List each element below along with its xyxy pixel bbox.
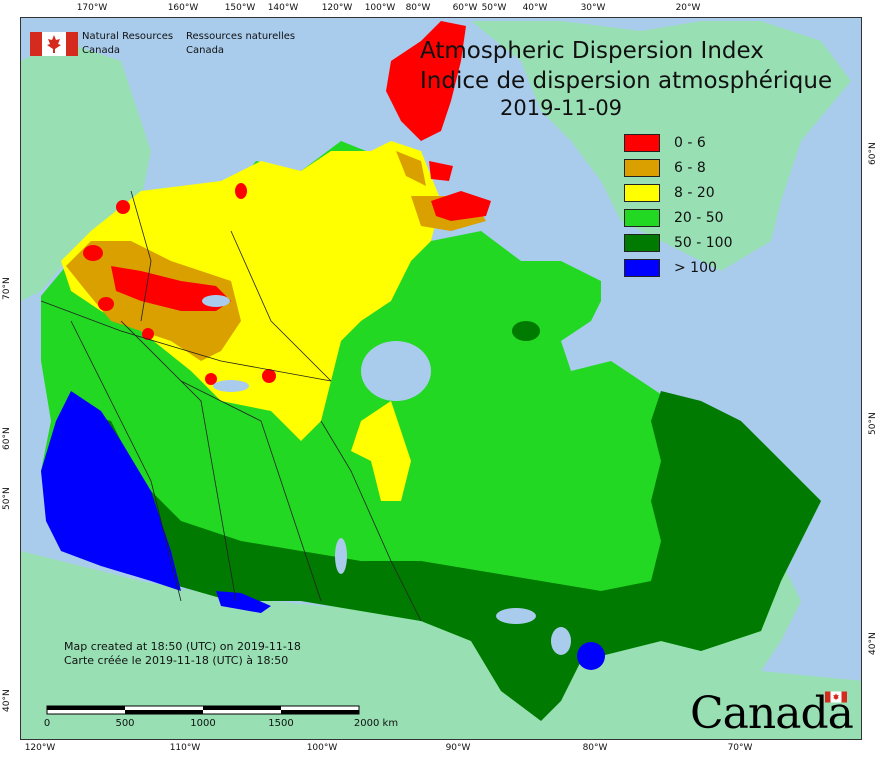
wordmark-flag-icon — [825, 691, 847, 703]
scale-label: 1000 — [190, 718, 216, 729]
tick-top-170w: 170°W — [76, 3, 108, 13]
greenland-land — [471, 21, 851, 271]
zone-0-6-ellesmere — [386, 21, 466, 141]
boundary-sk-mb — [180, 380, 322, 602]
title-english: Atmospheric Dispersion Index — [420, 38, 764, 64]
map-canvas — [20, 17, 862, 740]
tick-top-140w: 140°W — [267, 3, 299, 13]
legend-label: 20 - 50 — [674, 210, 724, 226]
scale-label: 500 — [115, 718, 135, 729]
scale-bar: 0 500 1000 1500 2000 km — [43, 704, 398, 734]
zone-0-6-a — [83, 245, 103, 261]
tick-right-40n: 40°N — [868, 632, 878, 655]
tick-top-80w: 80°W — [405, 3, 431, 13]
zone-0-6-baffin — [431, 191, 491, 221]
zone-50-100-patch-north — [512, 321, 540, 341]
canada-zone-gt100-ontario — [577, 642, 605, 670]
tick-top-120w: 120°W — [321, 3, 353, 13]
tick-bottom-90w: 90°W — [445, 743, 471, 753]
agency-name-en-line2: Canada — [82, 45, 121, 56]
zone-0-6-baffin-north — [429, 161, 453, 181]
legend-label: 8 - 20 — [674, 185, 715, 201]
zone-0-6-e — [205, 373, 217, 385]
zone-6-8-baffin — [396, 151, 426, 186]
tick-right-50n: 50°N — [868, 412, 878, 435]
legend-swatch — [624, 184, 660, 202]
lake-great-bear — [213, 380, 249, 392]
zone-0-6-c — [98, 297, 114, 311]
legend-swatch — [624, 259, 660, 277]
boundary-bc-ab — [70, 320, 182, 602]
scale-bar-graphic — [46, 705, 360, 715]
legend-label: 6 - 8 — [674, 160, 706, 176]
lake-great-slave — [202, 295, 230, 307]
zone-0-6-b — [116, 200, 130, 214]
legend-swatch — [624, 234, 660, 252]
canada-zone-50-100-south — [71, 391, 821, 721]
zone-0-6-d — [142, 328, 154, 340]
boundary-yt-nt — [130, 190, 152, 322]
lake-huron — [551, 627, 571, 655]
canada-zone-gt100-south — [216, 591, 271, 613]
tick-left-60n: 60°N — [2, 427, 12, 450]
boundary-60n — [40, 300, 332, 382]
tick-bottom-100w: 100°W — [306, 743, 338, 753]
canada-zone-gt100-west — [41, 391, 181, 591]
tick-bottom-80w: 80°W — [582, 743, 608, 753]
tick-left-40n: 40°N — [2, 689, 12, 712]
legend-label: 50 - 100 — [674, 235, 733, 251]
tick-top-40w: 40°W — [522, 3, 548, 13]
zone-0-6-g — [235, 183, 247, 199]
scale-label: 0 — [43, 718, 51, 729]
tick-top-20w: 20°W — [675, 3, 701, 13]
legend-swatch — [624, 134, 660, 152]
tick-top-100w: 100°W — [364, 3, 396, 13]
alaska-land — [21, 41, 151, 301]
tick-top-60w: 60°W — [452, 3, 478, 13]
title-french: Indice de dispersion atmosphérique — [420, 68, 833, 94]
tick-left-70n: 70°N — [2, 277, 12, 300]
scale-label: 1500 — [268, 718, 294, 729]
tick-top-50w: 50°W — [481, 3, 507, 13]
tick-top-150w: 150°W — [224, 3, 256, 13]
tick-bottom-70w: 70°W — [727, 743, 753, 753]
province-boundaries — [40, 190, 422, 622]
legend-label: > 100 — [674, 260, 717, 276]
tick-bottom-120w: 120°W — [24, 743, 56, 753]
lake-winnipeg — [335, 538, 347, 574]
canada-flag-icon — [30, 32, 78, 56]
tick-left-50n: 50°N — [2, 487, 12, 510]
tick-bottom-110w: 110°W — [169, 743, 201, 753]
title-date: 2019-11-09 — [500, 96, 623, 120]
boundary-nt-nu — [230, 230, 332, 382]
agency-name-fr-line1: Ressources naturelles — [186, 31, 296, 42]
credit-line-fr: Carte créée le 2019-11-18 (UTC) à 18:50 — [64, 654, 289, 667]
credit-line-en: Map created at 18:50 (UTC) on 2019-11-18 — [64, 640, 301, 653]
boundary-ab-sk — [120, 320, 237, 602]
zone-0-6-f — [262, 369, 276, 383]
canada-zone-0-6-main — [111, 266, 231, 311]
agency-name-fr-line2: Canada — [186, 45, 225, 56]
scale-label: 2000 km — [353, 718, 399, 729]
canada-zone-8-20 — [61, 141, 441, 441]
tick-top-30w: 30°W — [580, 3, 606, 13]
lake-superior — [496, 608, 536, 624]
map-svg — [21, 21, 861, 739]
hudson-bay — [361, 341, 431, 401]
legend-swatch — [624, 209, 660, 227]
legend-swatch — [624, 159, 660, 177]
zone-8-20-hudson — [351, 401, 411, 501]
boundary-mb-on — [320, 420, 422, 622]
legend-label: 0 - 6 — [674, 135, 706, 151]
credits: Map created at 18:50 (UTC) on 2019-11-18… — [64, 640, 301, 668]
tick-right-60n: 60°N — [868, 142, 878, 165]
agency-name-en-line1: Natural Resources — [82, 31, 174, 42]
tick-top-160w: 160°W — [167, 3, 199, 13]
